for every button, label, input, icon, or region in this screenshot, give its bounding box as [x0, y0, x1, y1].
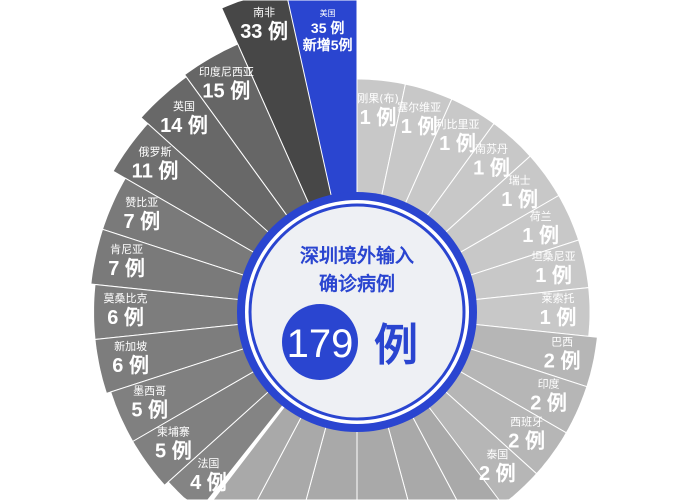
label-name: 刚果(布)	[357, 92, 399, 105]
label-name: 荷兰	[530, 210, 552, 223]
title-line2: 确诊病例	[319, 272, 395, 295]
label-name: 南苏丹	[475, 143, 508, 156]
label-name: 坦桑尼亚	[532, 249, 576, 263]
labels: 美国35 例新增5例刚果(布)1 例塞尔维亚1 例利比里亚1 例南苏丹1 例瑞士…	[104, 6, 581, 494]
label-value: 35 例	[311, 20, 344, 36]
label-name: 墨西哥	[133, 384, 166, 397]
label-name: 柬埔寨	[157, 424, 190, 438]
label-value: 5 例	[155, 438, 192, 462]
label-value: 1 例	[501, 187, 538, 211]
label-name: 美国	[320, 8, 336, 18]
label-name: 泰国	[486, 447, 508, 461]
label-value: 1 例	[439, 131, 476, 155]
label-name: 利比里亚	[436, 118, 480, 131]
label-value: 1 例	[540, 305, 577, 329]
label-value: 11 例	[132, 158, 179, 182]
label-value: 2 例	[508, 428, 545, 452]
label-name: 莱索托	[542, 291, 575, 305]
label-value: 6 例	[107, 305, 144, 329]
wedge-unlabeled	[356, 311, 409, 500]
label-value: 1 例	[522, 223, 559, 247]
label-value: 4 例	[190, 470, 227, 494]
label-name: 俄罗斯	[139, 145, 172, 158]
total-circle	[282, 304, 358, 380]
label-value: 5 例	[131, 397, 168, 421]
label-value: 1 例	[401, 114, 438, 138]
label-value: 1 例	[360, 105, 397, 129]
label-value: 6 例	[112, 353, 149, 377]
label-note: 新增5例	[303, 37, 353, 53]
label-name: 新加坡	[114, 339, 147, 353]
center-badge: 深圳境外输入 确诊病例 179 例	[237, 192, 477, 432]
label-name: 西班牙	[510, 415, 543, 428]
label-value: 14 例	[160, 113, 208, 137]
label-name: 法国	[197, 456, 219, 470]
label-value: 1 例	[473, 156, 510, 180]
label-value: 2 例	[530, 390, 567, 414]
total-value: 179	[287, 322, 354, 366]
label-name: 莫桑比克	[104, 292, 148, 305]
wedge-莫桑比克	[93, 283, 358, 341]
label-name: 赞比亚	[125, 196, 158, 209]
inner-disc	[248, 203, 466, 421]
label-name: 英国	[173, 99, 195, 113]
label-value: 7 例	[108, 256, 145, 280]
label-name: 印度尼西亚	[199, 65, 254, 79]
label-value: 2 例	[479, 461, 516, 485]
label-name: 巴西	[551, 336, 573, 349]
label-name: 瑞士	[509, 173, 531, 187]
label-name: 印度	[538, 376, 560, 390]
total-unit: 例	[374, 320, 418, 371]
label-value: 33 例	[240, 19, 288, 43]
label-value: 15 例	[202, 79, 250, 103]
label-value: 7 例	[123, 209, 160, 233]
label-value: 1 例	[535, 263, 572, 287]
label-value: 2 例	[544, 349, 581, 373]
label-name: 南非	[253, 6, 275, 19]
title-line1: 深圳境外输入	[300, 244, 414, 267]
label-name: 塞尔维亚	[397, 100, 441, 114]
label-name: 肯尼亚	[110, 243, 143, 256]
